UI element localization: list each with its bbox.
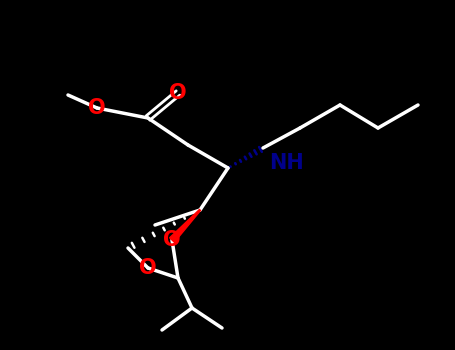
Text: O: O (139, 258, 157, 278)
Polygon shape (170, 210, 201, 242)
Text: NH: NH (269, 153, 304, 173)
Text: O: O (88, 98, 106, 118)
Text: O: O (169, 83, 187, 103)
Text: O: O (163, 230, 181, 250)
